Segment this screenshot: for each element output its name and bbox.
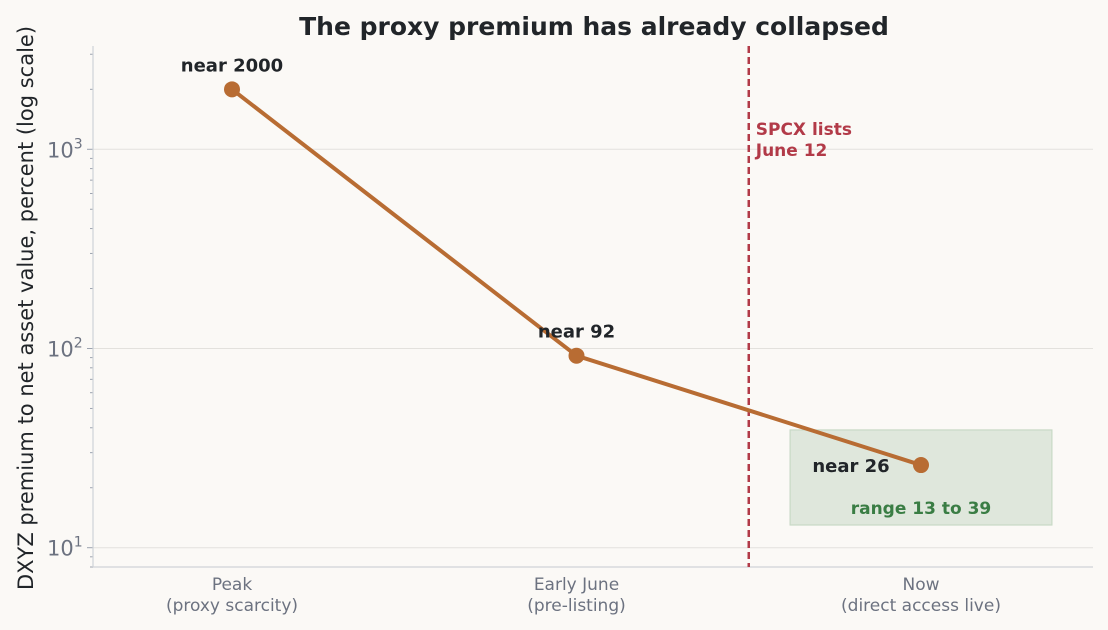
data-label: near 2000 (181, 55, 283, 76)
event-label: SPCX lists (756, 120, 852, 140)
y-tick-label: 102 (47, 335, 83, 361)
y-tick-label: 103 (47, 136, 83, 162)
event-label: June 12 (755, 141, 828, 161)
marks (224, 46, 929, 567)
x-tick-label: Peak (proxy scarcity) (166, 575, 298, 616)
data-point (568, 347, 585, 364)
axes: 101 102 103 Peak (proxy scarcity) Early June(… (47, 46, 1093, 616)
y-axis-label: DXYZ premium to net asset value, percent… (14, 26, 38, 590)
y-tick-label: 101 (47, 535, 83, 561)
x-tick-label: Now (direct access live) (841, 575, 1001, 616)
data-point (913, 457, 929, 474)
range-band (789, 429, 1053, 526)
chart-title: The proxy premium has already collapsed (299, 12, 889, 41)
data-point (224, 81, 240, 98)
data-label: near 26 (812, 456, 889, 477)
x-tick-label: Early June (pre-listing) (527, 575, 626, 616)
range-band-label: range 13 to 39 (851, 499, 992, 519)
range-band-rect (789, 429, 1053, 526)
grid (93, 148, 1093, 549)
data-label: near 92 (538, 322, 615, 343)
